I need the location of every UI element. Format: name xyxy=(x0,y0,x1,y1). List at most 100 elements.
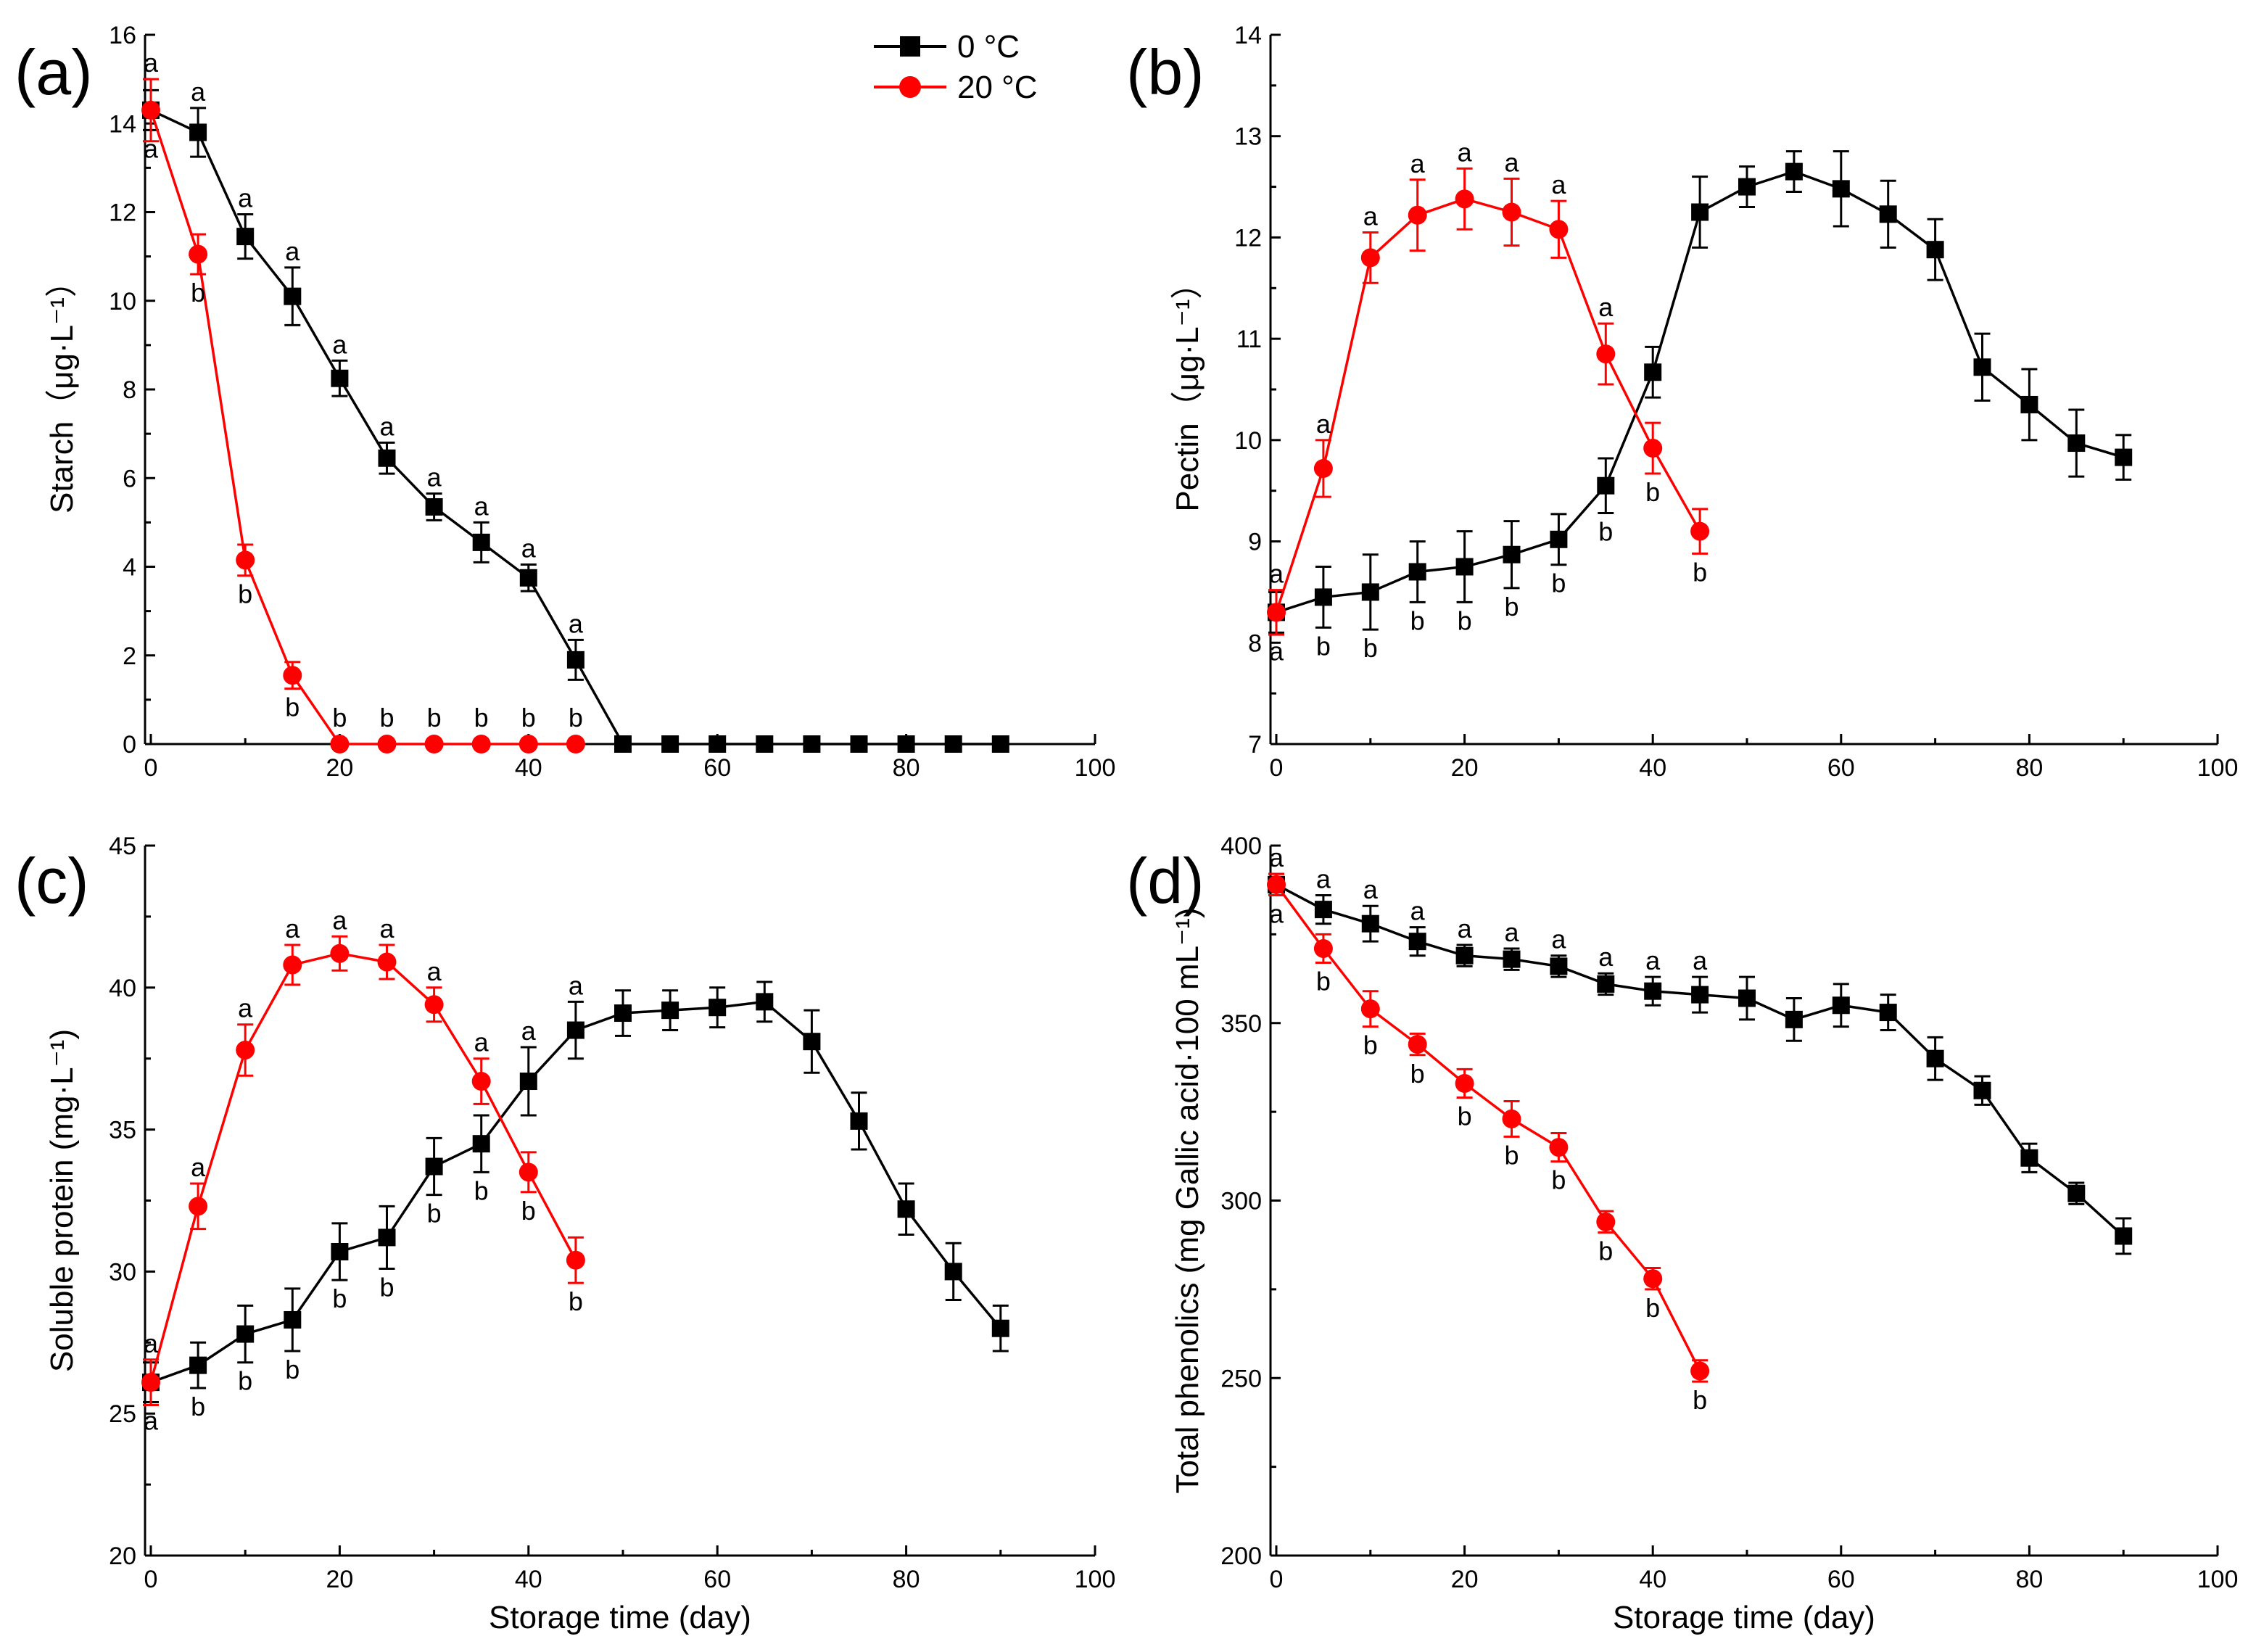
data-point xyxy=(566,1250,585,1270)
significance-label: b xyxy=(521,1196,536,1226)
significance-label: b xyxy=(569,1287,583,1316)
data-point xyxy=(897,735,915,753)
significance-label: a xyxy=(427,463,442,492)
significance-label: b xyxy=(238,579,252,609)
series-20c: a b b b b b b b b b xyxy=(141,48,585,753)
data-point xyxy=(141,1373,160,1392)
panel-label: (c) xyxy=(15,845,89,917)
data-point xyxy=(1596,344,1616,364)
data-point xyxy=(378,449,396,467)
data-point xyxy=(1644,363,1662,381)
data-point xyxy=(1549,220,1569,239)
x-tick-label: 40 xyxy=(1639,754,1666,782)
data-point xyxy=(1313,458,1333,478)
data-point xyxy=(1643,439,1663,458)
data-point xyxy=(1360,999,1380,1019)
data-point xyxy=(519,1073,537,1091)
x-tick-label: 80 xyxy=(893,1566,920,1593)
significance-label: b xyxy=(1316,631,1331,661)
y-tick-label: 12 xyxy=(1234,224,1262,252)
significance-label: a xyxy=(144,1329,159,1358)
data-point xyxy=(1455,189,1474,209)
data-point xyxy=(283,955,302,975)
significance-label: a xyxy=(1551,170,1566,199)
significance-label: a xyxy=(144,1406,159,1436)
data-point xyxy=(1267,875,1286,894)
significance-label: a xyxy=(521,1016,537,1046)
data-point xyxy=(661,1001,679,1020)
x-tick-label: 0 xyxy=(144,1566,158,1593)
significance-label: a xyxy=(474,1028,489,1057)
significance-label: a xyxy=(1410,149,1426,178)
data-point xyxy=(1690,521,1710,541)
data-point xyxy=(1502,1109,1521,1128)
significance-label: a xyxy=(332,329,347,359)
significance-label: a xyxy=(1269,843,1284,872)
significance-label: a xyxy=(1269,636,1284,666)
data-point xyxy=(1926,1049,1944,1067)
data-point xyxy=(471,1072,491,1091)
data-point xyxy=(1549,1138,1569,1157)
data-point xyxy=(850,1112,868,1130)
significance-label: b xyxy=(1645,477,1660,507)
data-point xyxy=(1455,946,1474,965)
data-point xyxy=(1313,938,1333,958)
data-point xyxy=(2115,448,2133,466)
data-point xyxy=(1832,180,1850,198)
significance-label: b xyxy=(191,278,205,307)
data-point xyxy=(424,735,444,753)
data-point xyxy=(614,735,632,753)
x-axis-label: Storage time (day) xyxy=(1613,1600,1875,1635)
y-tick-label: 7 xyxy=(1248,731,1262,759)
data-point xyxy=(284,287,302,305)
data-point xyxy=(1643,1269,1663,1289)
significance-label: b xyxy=(427,1199,442,1228)
data-point xyxy=(2020,395,2038,413)
data-point xyxy=(1408,933,1426,951)
y-tick-label: 350 xyxy=(1220,1010,1262,1038)
significance-label: a xyxy=(379,914,394,943)
data-point xyxy=(661,735,679,753)
data-point xyxy=(331,1242,349,1260)
y-tick-label: 6 xyxy=(123,465,136,492)
data-point xyxy=(189,1356,207,1374)
x-tick-label: 20 xyxy=(326,1566,353,1593)
significance-label: b xyxy=(1693,557,1707,587)
data-point xyxy=(2115,1227,2133,1245)
y-tick-label: 9 xyxy=(1248,529,1262,556)
data-point xyxy=(1879,205,1897,223)
significance-label: a xyxy=(1551,925,1566,954)
x-tick-label: 100 xyxy=(2197,1566,2239,1593)
x-tick-label: 20 xyxy=(1451,754,1479,782)
data-point xyxy=(850,735,868,753)
panel-a: 0 20 40 60 80 100 0 2 4 6 8 10 12 14 16 Starch（μg·L⁻¹） (… xyxy=(15,22,1115,782)
series-0c: a b b b b b b b a a xyxy=(142,970,1009,1436)
x-tick-label: 20 xyxy=(326,754,353,782)
significance-label: a xyxy=(1458,137,1473,167)
data-point xyxy=(1926,241,1944,259)
significance-label: a xyxy=(1410,896,1426,926)
data-point xyxy=(944,735,962,753)
significance-label: b xyxy=(1598,516,1613,546)
data-point xyxy=(1879,1004,1897,1022)
data-point xyxy=(756,735,774,753)
data-point xyxy=(331,369,349,387)
y-tick-label: 2 xyxy=(123,643,136,670)
data-point xyxy=(1597,476,1615,495)
significance-label: a xyxy=(1598,942,1614,972)
data-point xyxy=(189,1197,208,1216)
data-point xyxy=(2067,1184,2086,1202)
x-tick-label: 80 xyxy=(2015,754,2043,782)
series-line xyxy=(1275,883,1701,1372)
data-point xyxy=(1738,989,1756,1007)
data-point xyxy=(283,666,302,685)
y-tick-label: 11 xyxy=(1236,326,1262,353)
x-tick-label: 80 xyxy=(2015,1566,2043,1593)
data-point xyxy=(1973,358,1991,376)
panel-label: (b) xyxy=(1126,36,1205,108)
panel-b: 0 20 40 60 80 100 7 8 9 10 11 12 13 14 Pectin（μg·L⁻¹） (… xyxy=(1126,22,2238,782)
x-tick-label: 100 xyxy=(1075,754,1116,782)
significance-label: a xyxy=(1316,864,1331,894)
